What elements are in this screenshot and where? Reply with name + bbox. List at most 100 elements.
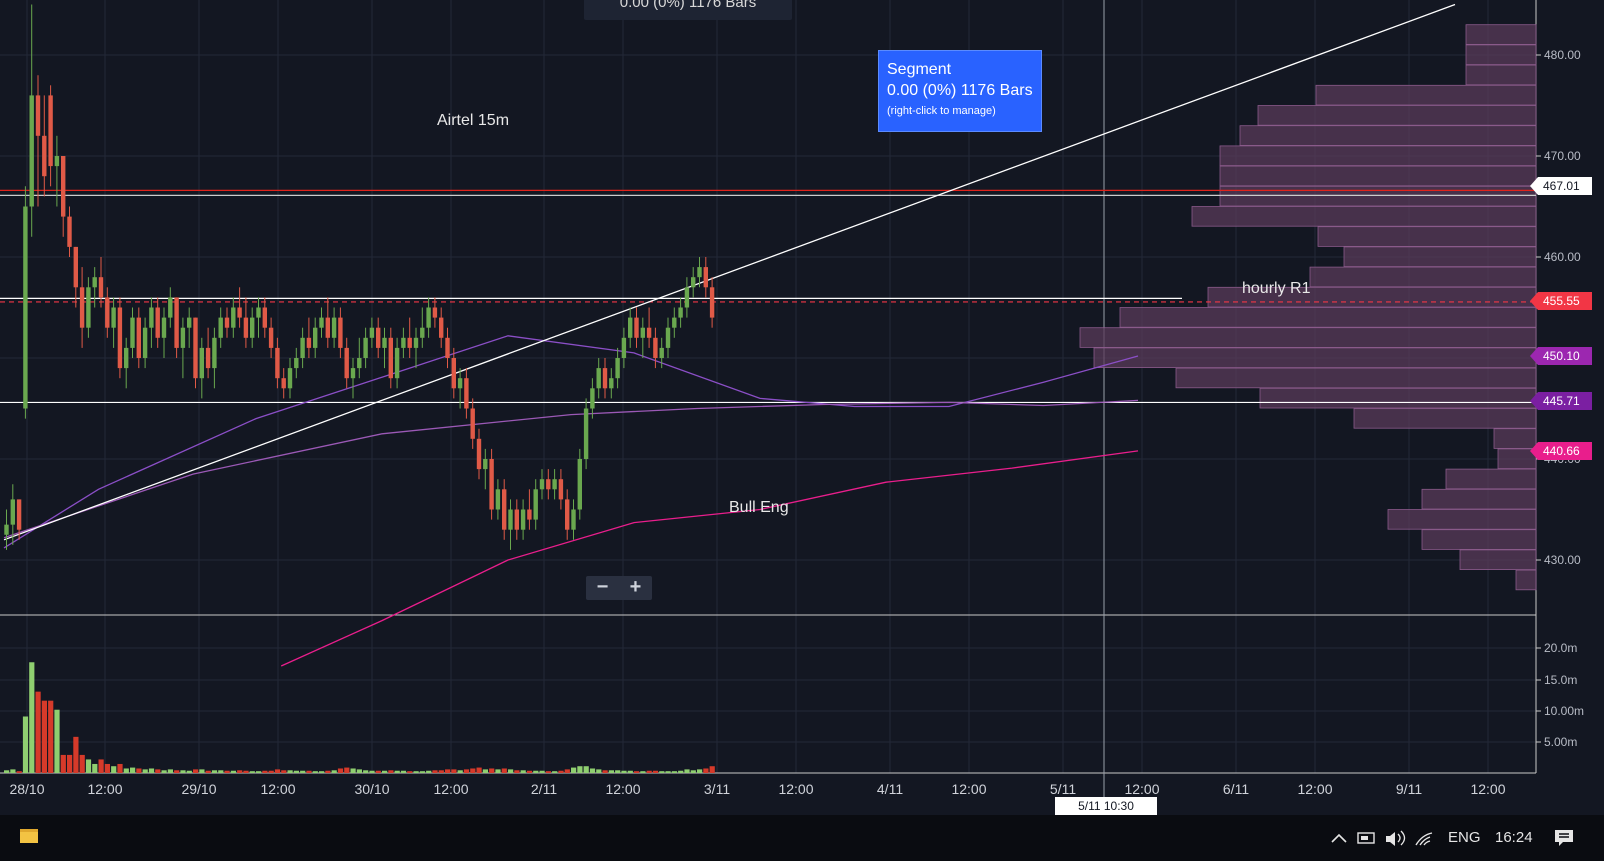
candle-body bbox=[571, 509, 576, 530]
candle-body bbox=[86, 287, 91, 328]
candle-body bbox=[502, 489, 507, 530]
profile-bar bbox=[1343, 246, 1537, 267]
volume-bar bbox=[54, 709, 60, 773]
candle-body bbox=[665, 327, 671, 348]
wifi-icon[interactable] bbox=[1415, 832, 1433, 846]
volume-bar bbox=[451, 769, 457, 773]
time-tick-label: 12:00 bbox=[778, 781, 813, 797]
price-label-badge bbox=[1530, 392, 1592, 410]
volume-bar bbox=[445, 769, 451, 773]
profile-bar bbox=[1219, 145, 1537, 166]
candle-body bbox=[514, 509, 519, 530]
volume-bar bbox=[92, 763, 98, 773]
candle-body bbox=[634, 317, 639, 338]
file-explorer-icon[interactable] bbox=[20, 829, 38, 843]
profile-bar bbox=[1257, 105, 1537, 126]
volume-bar bbox=[457, 770, 463, 773]
volume-bar bbox=[123, 768, 129, 773]
profile-bar bbox=[1317, 226, 1537, 247]
volume-bar bbox=[230, 770, 236, 773]
volume-bar bbox=[419, 771, 425, 773]
volume-tick-label: 20.0m bbox=[1544, 641, 1577, 655]
candle-body bbox=[193, 317, 198, 379]
volume-bar bbox=[237, 770, 243, 773]
candle-body bbox=[539, 479, 545, 490]
time-tick-label: 12:00 bbox=[1124, 781, 1159, 797]
candle-body bbox=[262, 307, 267, 328]
volume-bar bbox=[438, 770, 444, 773]
time-axis: 28/10 12:00 29/10 12:00 30/10 12:00 2/11 12:00 3… bbox=[9, 781, 1505, 797]
volume-bar bbox=[193, 769, 199, 773]
measure-readout: 0.00 (0%) 1176 Bars bbox=[584, 0, 792, 20]
crosshair-date-label: 5/11 10:30 bbox=[1055, 797, 1157, 815]
price-label-badge bbox=[1530, 177, 1592, 195]
candle-body bbox=[218, 317, 223, 338]
candlestick-series bbox=[4, 4, 715, 550]
candle-body bbox=[583, 408, 589, 459]
candle-body bbox=[558, 479, 564, 500]
candle-body bbox=[527, 509, 532, 520]
volume-bar bbox=[281, 770, 287, 773]
time-tick-label: 12:00 bbox=[260, 781, 295, 797]
candle-body bbox=[489, 459, 494, 510]
volume-bar bbox=[508, 769, 514, 773]
volume-bar bbox=[400, 770, 407, 773]
volume-bar bbox=[337, 768, 344, 773]
profile-bar bbox=[1219, 185, 1537, 207]
volume-bar bbox=[520, 770, 526, 773]
candle-body bbox=[476, 438, 482, 470]
zoom-in-button[interactable]: + bbox=[629, 576, 642, 598]
candle-body bbox=[130, 317, 135, 348]
candle-body bbox=[350, 368, 356, 379]
candle-body bbox=[67, 216, 72, 247]
candle-body bbox=[703, 267, 708, 288]
candle-body bbox=[432, 307, 438, 318]
candle-body bbox=[331, 317, 337, 338]
profile-bar bbox=[1093, 347, 1537, 368]
candle-body bbox=[691, 277, 696, 288]
volume-bar bbox=[48, 700, 54, 773]
candle-body bbox=[508, 509, 513, 530]
volume-icon[interactable] bbox=[1386, 832, 1395, 846]
system-tray-icons[interactable] bbox=[1330, 827, 1530, 849]
volume-bar bbox=[148, 768, 155, 773]
volume-tick-label: 5.00m bbox=[1544, 735, 1577, 749]
profile-bar bbox=[1493, 428, 1537, 449]
profile-bar bbox=[1421, 488, 1537, 510]
segment-tooltip[interactable]: Segment 0.00 (0%) 1176 Bars (right-click… bbox=[878, 50, 1042, 132]
candle-body bbox=[546, 479, 551, 490]
price-label-text: 467.01 bbox=[1543, 179, 1580, 193]
volume-bar bbox=[211, 770, 218, 773]
volume-bar bbox=[117, 763, 123, 773]
candle-body bbox=[565, 499, 570, 530]
volume-bar bbox=[382, 770, 388, 773]
candle-body bbox=[369, 327, 375, 338]
volume-bar bbox=[142, 769, 148, 773]
price-chart[interactable]: 480.00470.00460.00450.00440.00430.0020.0… bbox=[0, 0, 1604, 815]
candle-body bbox=[464, 378, 469, 409]
candle-body bbox=[382, 337, 387, 348]
language-indicator[interactable]: ENG bbox=[1448, 829, 1481, 846]
volume-bar bbox=[67, 754, 73, 773]
battery-icon[interactable] bbox=[1357, 832, 1375, 844]
candle-body bbox=[338, 317, 343, 348]
volume-series bbox=[4, 662, 715, 773]
notification-icon[interactable] bbox=[1553, 827, 1575, 849]
candle-body bbox=[250, 317, 255, 338]
time-tick-label: 12:00 bbox=[87, 781, 122, 797]
volume-bar bbox=[312, 771, 318, 773]
time-tick-label: 3/11 bbox=[704, 781, 730, 797]
candle-body bbox=[212, 337, 217, 369]
volume-bar bbox=[268, 770, 274, 773]
candle-body bbox=[457, 378, 463, 389]
candle-body bbox=[646, 327, 652, 338]
volume-bar bbox=[463, 769, 470, 773]
volume-bar bbox=[22, 716, 29, 773]
clock[interactable]: 16:24 bbox=[1495, 829, 1533, 846]
zoom-out-button[interactable]: − bbox=[596, 576, 609, 598]
volume-bar bbox=[489, 768, 495, 773]
volume-bar bbox=[130, 767, 136, 773]
chevron-up-icon[interactable] bbox=[1331, 833, 1347, 843]
candle-body bbox=[23, 206, 28, 409]
candle-body bbox=[678, 307, 683, 318]
